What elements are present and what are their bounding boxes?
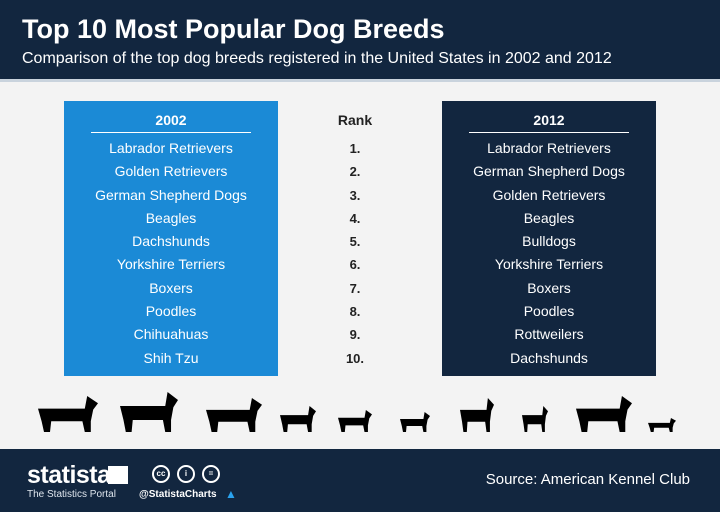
breed-2012: Bulldogs [522,233,576,250]
dog-silhouette-icon [648,418,676,432]
page-subtitle: Comparison of the top dog breeds registe… [22,50,612,67]
breed-2012: Rottweilers [514,326,584,343]
breed-2012: Dachshunds [510,349,588,366]
rank-label: 8. [349,304,361,320]
breed-2002: Beagles [145,209,197,226]
column-header-2002: 2002 [155,112,187,128]
rank-label: 1. [349,141,361,156]
column-2002: 2002 Labrador Retrievers Golden Retriever… [64,101,278,376]
dog-silhouette-icon [338,410,372,432]
tagline: The Statistics Portal [27,489,116,500]
rank-label: 10. [345,350,365,366]
twitter-icon: ▲ [225,487,237,501]
cc-icon: cc [152,465,170,483]
rank-label: 5. [349,234,361,250]
breed-2002: Yorkshire Terriers [116,256,226,273]
breed-2002: Dachshunds [132,233,210,250]
statista-logo-mark [108,466,128,484]
breed-2002: Labrador Retrievers [109,140,233,156]
breed-2002: German Shepherd Dogs [95,186,247,203]
breed-2012: Poodles [523,303,575,320]
rank-label: 6. [349,257,361,273]
statista-logo[interactable]: statista [27,461,111,489]
divider [91,132,251,133]
breed-2012: Beagles [523,209,575,226]
breed-2002: Chihuahuas [133,326,209,343]
dog-silhouette-icon [460,398,494,432]
rank-label: 9. [349,327,361,343]
dog-silhouette-icon [120,392,178,432]
breed-2012: German Shepherd Dogs [473,163,625,180]
breed-2002: Golden Retrievers [114,163,228,180]
column-2012: 2012 Labrador Retrievers German Shepherd … [442,101,656,376]
dog-silhouette-icon [400,412,430,432]
breed-2012: Boxers [527,279,571,296]
dog-silhouette-icon [576,396,632,432]
dog-silhouette-icon [522,406,548,432]
twitter-handle[interactable]: @StatistaCharts [139,489,217,500]
rank-label: 7. [349,280,361,296]
header: Top 10 Most Popular Dog Breeds Compariso… [0,0,720,82]
page-title: Top 10 Most Popular Dog Breeds [22,14,445,44]
source: Source: American Kennel Club [485,471,690,488]
divider [469,132,629,133]
breed-2012: Labrador Retrievers [487,140,611,156]
column-rank: Rank 1. 2. 3. 4. 5. 6. 7. 8. 9. 10. [300,101,410,370]
rank-label: 2. [349,164,361,180]
dog-silhouette-icon [38,396,98,432]
breed-2012: Yorkshire Terriers [494,256,604,273]
breed-2002: Shih Tzu [143,349,199,366]
column-header-rank: Rank [337,112,373,128]
rank-label: 3. [349,187,361,203]
dog-silhouette-icon [280,406,316,432]
dog-silhouettes [38,392,676,432]
breed-2012: Golden Retrievers [492,186,606,203]
rank-label: 4. [349,210,361,226]
cc-nd-icon: = [202,465,220,483]
footer: statista The Statistics Portal cc i = @S… [0,449,720,512]
cc-by-icon: i [177,465,195,483]
divider [300,132,460,133]
dog-silhouette-icon [206,398,262,432]
column-header-2012: 2012 [533,112,565,128]
breed-2002: Boxers [149,279,193,296]
breed-2002: Poodles [145,303,197,320]
